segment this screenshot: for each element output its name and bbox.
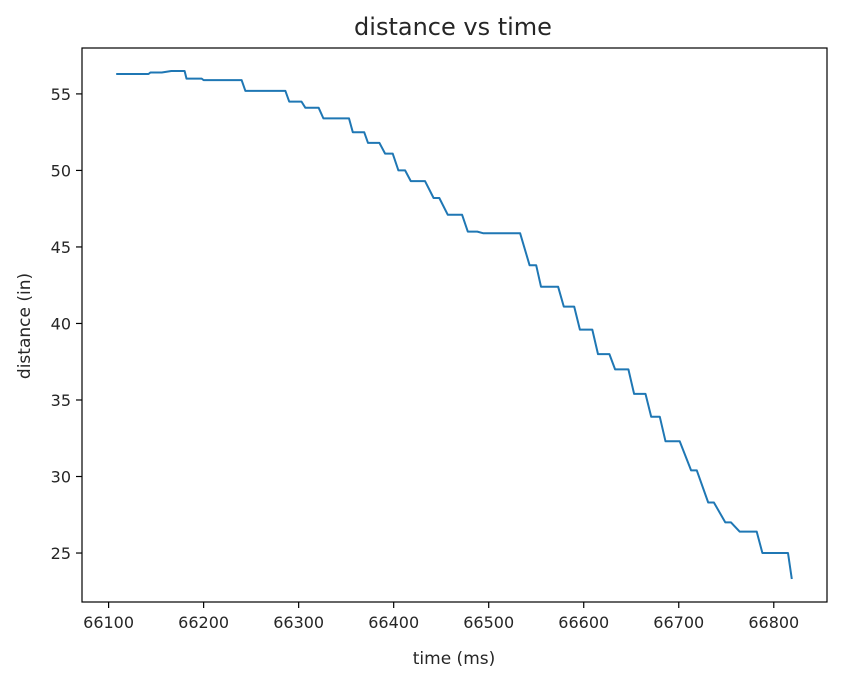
- x-axis-label: time (ms): [413, 649, 496, 669]
- x-tick-label: 66200: [178, 613, 229, 632]
- x-tick-label: 66100: [83, 613, 134, 632]
- y-axis-label: distance (in): [15, 273, 35, 379]
- y-tick-label: 45: [51, 238, 71, 257]
- x-tick-label: 66800: [748, 613, 799, 632]
- x-tick-label: 66400: [368, 613, 419, 632]
- chart-title: distance vs time: [354, 13, 552, 41]
- x-tick-label: 66500: [463, 613, 514, 632]
- x-tick-label: 66300: [273, 613, 324, 632]
- y-tick-label: 50: [51, 161, 71, 180]
- y-tick-label: 55: [51, 85, 71, 104]
- x-tick-label: 66600: [558, 613, 609, 632]
- y-tick-label: 25: [51, 544, 71, 563]
- y-tick-label: 30: [51, 468, 71, 487]
- y-tick-label: 35: [51, 391, 71, 410]
- series-layer: [116, 70, 793, 580]
- y-axis: 25 30 35 40 45 50 55: [51, 85, 82, 563]
- x-axis: 66100 66200 66300 66400 66500 66600 66700 66800: [83, 602, 799, 632]
- series-line: [116, 70, 793, 580]
- plot-area: [81, 47, 828, 603]
- x-tick-label: 66700: [653, 613, 704, 632]
- y-tick-label: 40: [51, 314, 71, 333]
